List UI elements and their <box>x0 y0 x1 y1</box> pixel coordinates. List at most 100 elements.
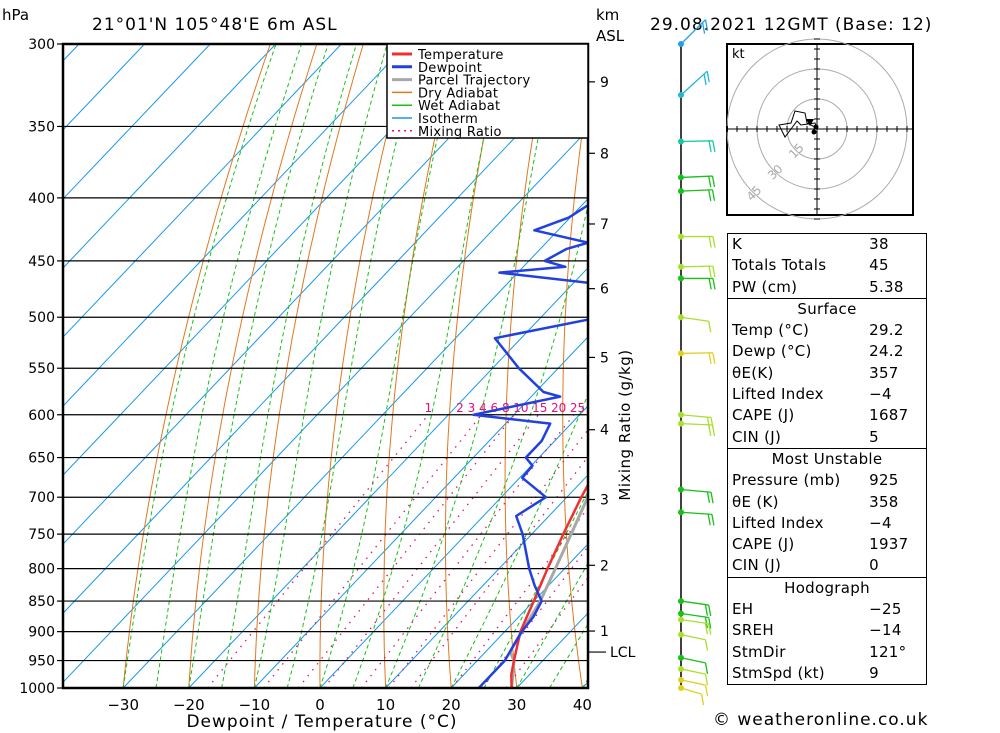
wind-barb-shaft <box>680 189 713 192</box>
wind-barb-flag <box>712 140 716 152</box>
isotherm-line <box>254 336 588 688</box>
wet-adiabat-line <box>122 44 277 688</box>
index-value: −25 <box>869 600 902 619</box>
index-row: Temp (°C) 29.2 <box>728 320 926 341</box>
index-label: StmDir <box>732 642 786 661</box>
km-tick-label: 5 <box>600 350 609 366</box>
index-value: 357 <box>869 363 899 382</box>
wind-barb-dot <box>678 420 684 427</box>
index-value: 1687 <box>869 406 909 425</box>
wet-adiabat-line <box>188 44 329 688</box>
wind-barb-shaft <box>680 316 709 322</box>
wind-barb-flag <box>711 514 715 526</box>
index-label: Temp (°C) <box>732 321 810 340</box>
pressure-tick-label: 450 <box>28 254 55 270</box>
legend-label: Dry Adiabat <box>418 86 498 101</box>
hodograph-point <box>813 124 819 130</box>
wind-barb <box>678 263 716 278</box>
wind-barb-flag <box>704 604 709 616</box>
legend-label: Temperature <box>417 48 504 63</box>
wind-barb-shaft <box>680 612 709 619</box>
wind-barb-flag <box>708 424 712 436</box>
wind-barb-shaft <box>680 668 706 675</box>
index-value: 925 <box>869 471 899 490</box>
pressure-tick-label: 750 <box>28 527 55 543</box>
wind-barb-dot <box>678 91 684 98</box>
mixing-ratio-line <box>207 414 429 688</box>
wind-barb-dot <box>678 275 684 282</box>
pressure-tick-label: 600 <box>28 408 55 424</box>
wind-barb-dot <box>678 665 684 672</box>
wind-barb-flag <box>711 175 716 188</box>
km-tick-label: 1 <box>600 624 609 640</box>
index-row: Lifted Index −4 <box>728 513 926 534</box>
most-unstable-section: Most Unstable Pressure (mb) 925 θE (K) 358 L… <box>728 447 926 577</box>
dry-adiabat-line <box>921 44 1000 688</box>
km-tick-label: 2 <box>600 558 609 574</box>
index-row: CAPE (J) 1687 <box>728 405 926 426</box>
isotherm-line <box>63 59 588 614</box>
index-value: 29.2 <box>869 321 904 340</box>
isotherm-line <box>385 474 588 688</box>
storm-motion-marker <box>806 119 814 126</box>
wind-barb-dot <box>678 314 684 321</box>
temperature-tick-label: 20 <box>442 696 461 714</box>
x-axis-label: Dewpoint / Temperature (°C) <box>186 712 457 732</box>
wind-barb-dot <box>678 138 684 145</box>
isotherm-line <box>63 44 145 131</box>
isotherm-line <box>63 44 211 200</box>
index-row: SREH −14 <box>728 620 926 641</box>
isotherm-line <box>188 267 588 688</box>
temperature-tick-label: −20 <box>173 696 205 714</box>
mixing-ratio-label: 1 <box>425 401 433 415</box>
wind-barb-flag <box>708 140 712 153</box>
wind-barb <box>678 509 715 526</box>
wind-barb <box>678 616 712 635</box>
legend-box <box>386 43 589 139</box>
temperature-axis: −30 −20 −10 0 10 20 30 40 <box>107 696 592 714</box>
wind-barb-shaft <box>680 511 712 516</box>
wind-barb-dot <box>678 233 684 240</box>
legend-label: Wet Adiabat <box>418 99 500 114</box>
wind-barb <box>678 314 712 333</box>
wind-barb-dot <box>678 509 684 516</box>
wind-barb <box>678 70 710 98</box>
pressure-tick-label: 800 <box>28 562 55 578</box>
index-label: StmSpd (kt) <box>732 663 825 682</box>
wind-barb-shaft <box>680 19 706 45</box>
wind-barb <box>678 275 716 290</box>
wind-barb-dot <box>678 631 684 638</box>
wind-barb-dot <box>678 616 684 623</box>
pressure-tick-label: 700 <box>28 490 55 506</box>
temperature-tick-label: −10 <box>239 696 271 714</box>
wind-barb-flag <box>708 352 712 364</box>
mixing-ratio-label: 20 <box>551 401 566 415</box>
legend-label: Dewpoint <box>418 61 482 76</box>
pressure-tick-label: 300 <box>28 37 55 53</box>
wind-barb-flag <box>701 22 706 34</box>
wind-barb-flag <box>704 623 709 635</box>
copyright-footer[interactable]: © weatheronline.co.uk <box>713 710 929 730</box>
pressure-tick-label: 350 <box>28 119 55 135</box>
dewpoint-profile <box>472 203 588 688</box>
wind-barb-flag <box>703 73 707 86</box>
wet-adiabat-line <box>319 44 460 688</box>
index-value: 38 <box>869 235 889 253</box>
index-label: CAPE (J) <box>732 535 795 554</box>
general-indices: K 38 Totals Totals 45 PW (cm) 5.38 <box>728 234 926 298</box>
wind-barb-flag <box>708 266 712 278</box>
index-row: StmSpd (kt) 9 <box>728 663 926 684</box>
mixing-ratio-line <box>360 414 575 688</box>
wind-barb-flag <box>704 684 709 697</box>
index-row: Totals Totals 45 <box>728 255 926 276</box>
index-value: 5.38 <box>869 277 904 296</box>
wind-barb-flag <box>708 321 712 333</box>
index-label: K <box>732 235 743 253</box>
wind-barb-dot <box>678 676 684 683</box>
wind-barb-shaft <box>680 633 706 641</box>
mixing-ratio-label: 4 <box>479 401 487 415</box>
wind-barb-dot <box>678 486 684 493</box>
wet-adiabat-line <box>450 392 588 688</box>
sounding-profiles <box>472 203 588 688</box>
wind-barb-shaft <box>680 687 702 695</box>
